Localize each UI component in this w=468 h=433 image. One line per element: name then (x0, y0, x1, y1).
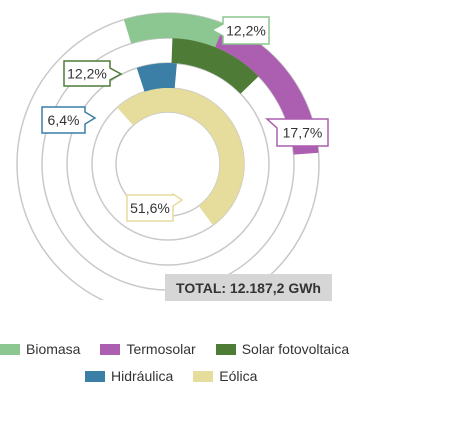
value-label-biomasa: 12,2% (210, 16, 270, 45)
value-label-text: 17,7% (283, 125, 323, 141)
value-label-text: 51,6% (130, 200, 170, 216)
value-label-text: 12,2% (226, 23, 266, 39)
legend-swatch (100, 343, 121, 355)
value-label-text: 12,2% (67, 66, 107, 82)
legend-label: Eólica (219, 368, 258, 384)
legend-item-eólica: Eólica (193, 368, 257, 384)
slice-solar-fotovoltaica (171, 38, 259, 94)
guide-rings (16, 12, 320, 300)
legend-label: Hidráulica (111, 368, 174, 384)
legend-label: Termosolar (126, 341, 196, 357)
value-labels: 12,2% 17,7% 12,2% 6,4% 51,6% (41, 16, 329, 222)
value-label-termosolar: 17,7% (265, 118, 329, 147)
slice-hidráulica (136, 63, 177, 92)
slice-biomasa (123, 13, 237, 52)
value-label-hidráulica: 6,4% (41, 106, 97, 134)
legend-swatch (193, 370, 214, 382)
legend-label: Solar fotovoltaica (241, 341, 350, 357)
value-label-eólica: 51,6% (126, 192, 184, 222)
legend-swatch (0, 343, 20, 355)
total-label: TOTAL: 12.187,2 GWh (165, 274, 332, 301)
legend-swatch (85, 370, 105, 382)
value-label-text: 6,4% (48, 112, 80, 128)
slice-eólica (117, 88, 244, 226)
legend-item-termosolar: Termosolar (100, 341, 196, 357)
legend-row-1: Biomasa Termosolar Solar fotovoltaica (0, 341, 369, 357)
legend-item-hidráulica: Hidráulica (85, 368, 173, 384)
guide-ring-2 (66, 62, 270, 266)
legend-item-biomasa: Biomasa (0, 341, 80, 357)
guide-ring-4 (16, 12, 320, 300)
legend-row-2: Hidráulica Eólica (85, 368, 277, 384)
legend-label: Biomasa (26, 341, 81, 357)
value-label-solar-fotovoltaica: 12,2% (63, 60, 123, 87)
ring-chart: 12,2% 17,7% 12,2% 6,4% 51,6% (16, 12, 329, 300)
legend-item-solar-fotovoltaica: Solar fotovoltaica (215, 341, 350, 357)
legend-swatch (215, 343, 236, 355)
